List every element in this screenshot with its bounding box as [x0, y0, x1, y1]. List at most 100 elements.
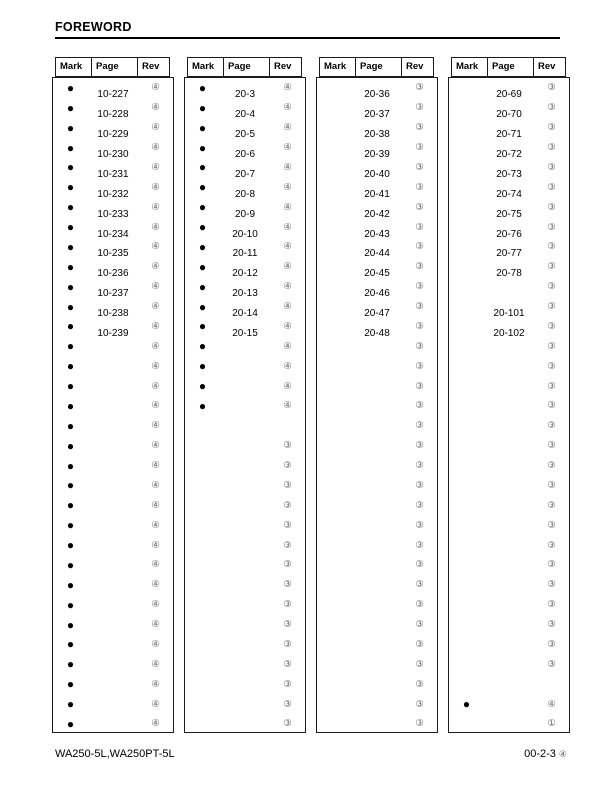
mark-cell: ● [66, 480, 75, 491]
rev-cell: ④ [151, 102, 160, 114]
mark-cell: ● [198, 261, 207, 272]
rev-cell: ③ [283, 579, 292, 591]
mark-cell: ● [198, 102, 207, 113]
rev-cell: ④ [283, 261, 292, 273]
rev-cell: ③ [547, 440, 556, 452]
rev-cell: ④ [283, 400, 292, 412]
column-header-page: Page [356, 57, 402, 77]
page-cell: 20-48 [352, 327, 402, 732]
mark-cell: ● [66, 82, 75, 93]
mark-cell: ● [198, 202, 207, 213]
table-header-row: Mark Page Rev [319, 57, 438, 77]
rev-cell: ③ [415, 499, 424, 511]
mark-cell: ● [66, 182, 75, 193]
rev-cell: ④ [151, 261, 160, 273]
rev-cell: ③ [415, 122, 424, 134]
rev-cell: ③ [415, 82, 424, 94]
rev-cell: ③ [415, 718, 424, 730]
rev-cell: ③ [547, 479, 556, 491]
rev-cell: ③ [547, 619, 556, 631]
mark-cell: ● [66, 639, 75, 650]
rev-cell: ③ [283, 619, 292, 631]
mark-cell: ● [66, 699, 75, 710]
rev-cell: ③ [415, 221, 424, 233]
rev-cell: ③ [415, 320, 424, 332]
rev-cell: ③ [415, 181, 424, 193]
rev-cell: ③ [547, 420, 556, 432]
column-header-mark: Mark [451, 57, 488, 77]
rev-cell: ④ [151, 301, 160, 313]
mark-cell: ● [198, 82, 207, 93]
rev-cell: ④ [283, 181, 292, 193]
mark-cell: ● [66, 679, 75, 690]
page-cell: 20-102 [484, 327, 534, 732]
mark-cell: ● [66, 222, 75, 233]
page-title: FOREWORD [55, 20, 132, 34]
rev-cell: ④ [151, 400, 160, 412]
mark-cell: ● [66, 579, 75, 590]
table-body: ●10-240④●10-241④●10-242④●10-243④●10-244④… [184, 77, 306, 733]
rev-cell: ③ [547, 380, 556, 392]
rev-cell: ③ [283, 460, 292, 472]
footer-page-number: 00-2-3 ④ [524, 748, 567, 760]
rev-cell: ③ [415, 161, 424, 173]
mark-cell: ● [198, 122, 207, 133]
rev-cell: ④ [151, 559, 160, 571]
mark-cell: ● [66, 142, 75, 153]
rev-cell: ④ [151, 142, 160, 154]
mark-cell: ● [66, 202, 75, 213]
mark-cell: ● [66, 361, 75, 372]
rev-cell: ③ [547, 638, 556, 650]
table-row: 20-15 ③ [185, 327, 305, 732]
mark-cell: ● [66, 321, 75, 332]
rev-cell: ③ [415, 142, 424, 154]
column-header-rev: Rev [270, 57, 302, 77]
rev-cell: ③ [547, 460, 556, 472]
mark-cell: ● [66, 420, 75, 431]
rev-cell: ④ [283, 201, 292, 213]
table-body: 20-16③20-17③20-18③20-19③20-20③20-21③20-2… [316, 77, 438, 733]
rev-cell: ③ [547, 201, 556, 213]
rev-cell: ④ [151, 658, 160, 670]
rev-cell: ③ [415, 102, 424, 114]
mark-cell: ● [66, 520, 75, 531]
rev-cell: ③ [415, 440, 424, 452]
mark-cell: ● [462, 699, 471, 710]
rev-cell: ③ [415, 400, 424, 412]
rev-cell: ③ [547, 261, 556, 273]
mark-cell: ● [198, 281, 207, 292]
rev-cell: ④ [151, 539, 160, 551]
rev-cell: ③ [415, 241, 424, 253]
rev-cell: ③ [283, 698, 292, 710]
rev-cell: ③ [547, 559, 556, 571]
rev-cell: ④ [151, 599, 160, 611]
page-cell: 20-15 [220, 327, 270, 732]
table-header-row: Mark Page Rev [55, 57, 174, 77]
table-body: 20-49③20-50③20-51③20-52③20-53③20-54③20-5… [448, 77, 570, 733]
rev-cell: ③ [547, 281, 556, 293]
rev-cell: ④ [283, 360, 292, 372]
mark-cell: ● [66, 381, 75, 392]
table-body: ●10-207④●10-208④●10-209④●10-210④●10-211④… [52, 77, 174, 733]
rev-cell: ③ [547, 102, 556, 114]
rev-cell: ④ [283, 241, 292, 253]
rev-cell: ④ [151, 479, 160, 491]
rev-cell: ③ [547, 360, 556, 372]
rev-cell: ④ [151, 161, 160, 173]
rev-cell: ③ [283, 718, 292, 730]
rev-cell: ③ [547, 301, 556, 313]
table-header-row: Mark Page Rev [187, 57, 306, 77]
rev-cell: ④ [283, 82, 292, 94]
rev-cell: ④ [283, 142, 292, 154]
rev-cell: ③ [547, 519, 556, 531]
footer-model-label: WA250-5L,WA250PT-5L [55, 748, 175, 760]
mark-cell: ● [198, 241, 207, 252]
rev-cell: ③ [283, 678, 292, 690]
mark-cell: ● [198, 341, 207, 352]
rev-cell: ③ [415, 201, 424, 213]
rev-cell: ④ [151, 360, 160, 372]
rev-cell: ③ [415, 380, 424, 392]
mark-cell: ● [66, 440, 75, 451]
